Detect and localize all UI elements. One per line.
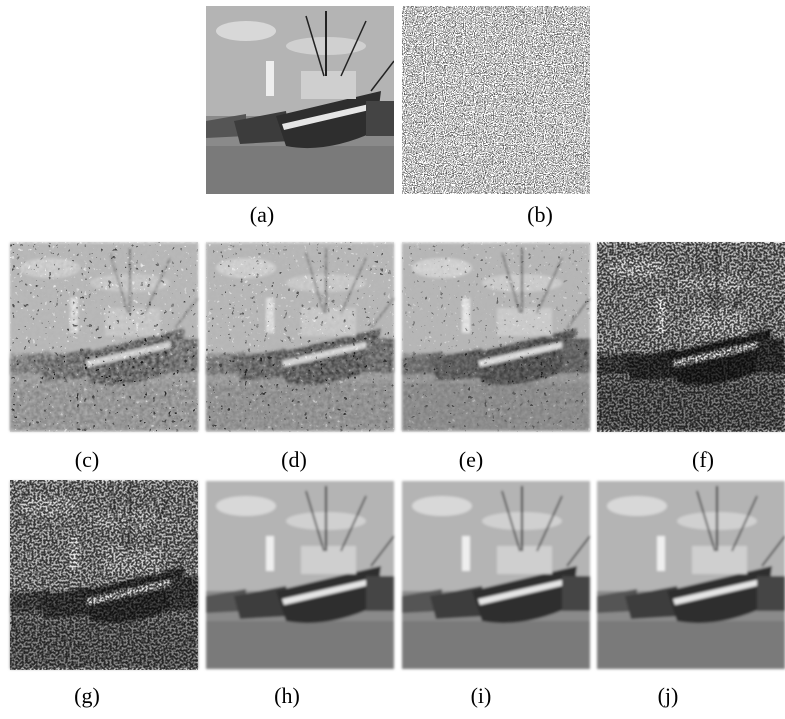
panel: (b) — [402, 6, 590, 227]
boat-image — [597, 481, 785, 669]
panel-caption: (e) — [459, 447, 483, 472]
page: {"panels": [ {"label": "(a)"}, {"label":… — [0, 0, 785, 719]
panel-image — [206, 242, 394, 432]
panel-image — [402, 481, 590, 669]
boat-image — [206, 481, 394, 669]
panel-caption: (a) — [250, 202, 274, 227]
panel-image — [10, 242, 198, 432]
speck-overlay — [10, 480, 198, 670]
figure: (a) (b) (c) (d) (e) (f) (g) (h) (i) (j) — [0, 0, 785, 719]
boat-image — [402, 481, 590, 669]
boat-image — [206, 6, 394, 194]
panel-image — [10, 480, 198, 670]
panel: (d) — [206, 242, 394, 472]
artifact-overlay — [206, 242, 394, 432]
panel: (a) — [206, 6, 394, 227]
panel-image — [402, 6, 590, 194]
panel-image — [206, 6, 394, 194]
panel-image — [597, 242, 785, 432]
panel-image — [402, 242, 590, 432]
panel: (i) — [402, 481, 590, 708]
panel-caption: (d) — [281, 447, 307, 472]
panel: (h) — [206, 481, 394, 708]
panel: (c) — [10, 242, 198, 472]
panel-caption: (j) — [658, 683, 679, 708]
panel-image — [597, 481, 785, 669]
panel-caption: (i) — [471, 683, 492, 708]
panel-caption: (g) — [74, 683, 100, 708]
panel-caption: (c) — [75, 447, 99, 472]
panel-image — [206, 481, 394, 669]
panel: (j) — [597, 481, 785, 708]
panel-caption: (b) — [527, 202, 553, 227]
noise-image — [402, 6, 590, 194]
panel: (f) — [597, 242, 785, 472]
artifact-overlay — [402, 242, 590, 432]
panel: (g) — [10, 480, 198, 708]
artifact-overlay — [10, 242, 198, 432]
speck-overlay — [597, 242, 785, 432]
panel-caption: (h) — [274, 683, 300, 708]
panel: (e) — [402, 242, 590, 472]
panel-caption: (f) — [692, 447, 714, 472]
